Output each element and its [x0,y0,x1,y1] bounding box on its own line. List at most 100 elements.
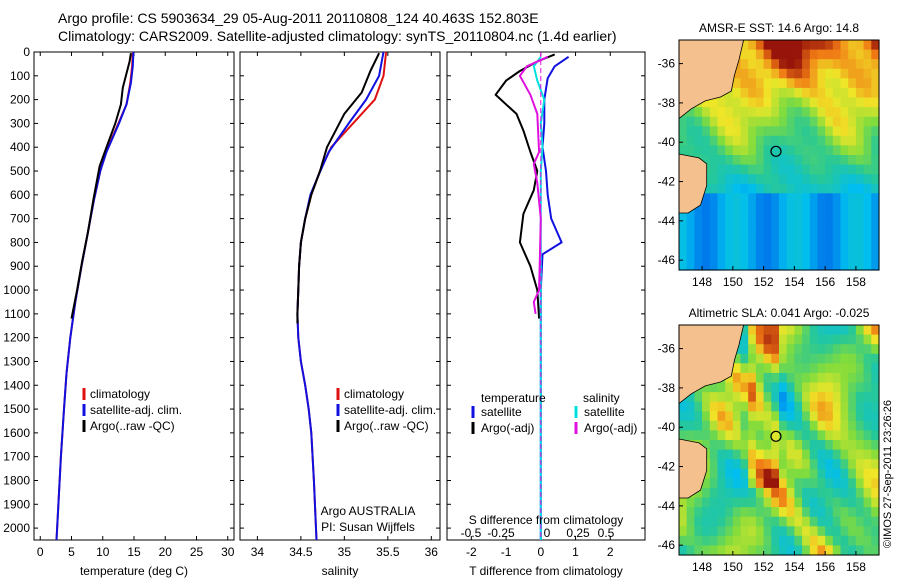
map-ytick-label: -46 [658,253,676,267]
map-cell [840,68,849,79]
map-cell [771,325,780,336]
map-xtick-label: 152 [754,560,774,574]
map-cell [709,497,719,508]
map-cell [802,155,811,166]
map-cell [794,526,803,537]
map-cell [709,97,719,108]
map-cell [825,401,834,412]
map-cell [794,126,803,137]
x-axis-label: temperature (deg C) [80,564,188,578]
map-cell [763,97,772,108]
map-cell [694,202,703,214]
map-cell [709,135,719,146]
map-cell [740,135,749,146]
map-cell [771,363,780,374]
map-cell [732,507,742,518]
map-cell [732,135,742,146]
map-cell [832,325,842,336]
map-cell [848,372,857,384]
map-cell [779,212,788,223]
map-title: AMSR-E SST: 14.6 Argo: 14.8 [699,21,859,35]
map-cell [863,164,872,175]
map-cell [825,116,834,127]
map-cell [794,353,803,364]
map-cell [763,411,772,422]
map-cell [755,40,765,51]
map-cell [732,516,742,527]
map-cell [794,260,803,271]
map-cell [732,183,742,194]
map-cell [855,87,865,99]
map-cell [863,193,872,204]
map-cell [817,59,826,70]
map-cell [740,49,749,60]
map-cell [840,116,849,127]
map-cell [679,241,688,252]
map-cell [825,430,834,441]
map-cell [717,135,726,146]
map-cell [832,449,842,460]
map-cell [848,231,857,242]
map-cell [848,459,857,470]
ytick-label: 300 [10,116,30,130]
map-cell [863,420,872,431]
map-cell [694,430,703,441]
map-cell [694,222,703,233]
map-cell [855,459,865,470]
map-cell [717,516,726,527]
map-cell [732,126,742,137]
legend-entry: climatology [344,387,404,401]
map-cell [725,174,734,185]
map-cell [702,535,711,546]
map-cell [848,382,857,393]
map-cell [709,193,719,204]
legend-heading-temperature: temperature [481,391,546,405]
map-cell [855,212,865,223]
map-cell [763,449,772,460]
map-cell [802,363,811,374]
map-cell [779,183,788,194]
map-cell [863,183,872,194]
map-cell [763,212,772,223]
map-cell [779,135,788,146]
map-cell [709,440,719,451]
map-cell [802,174,811,185]
map-cell [779,497,788,508]
map-cell [679,145,688,156]
map-cell [840,353,849,364]
map-cell [702,145,711,156]
legend-entry: satellite [584,405,625,419]
secondary-xtick-label: 0.5 [598,526,615,540]
map-cell [825,459,834,470]
map-cell [802,59,811,70]
map-cell [809,241,819,252]
map-xtick-label: 152 [754,275,774,289]
map-cell [832,392,842,403]
ytick-label: 1900 [3,497,30,511]
map-cell [755,222,765,233]
map-cell [825,363,834,374]
map-cell [802,212,811,223]
map-cell [855,183,865,194]
map-cell [702,231,711,242]
map-cell [717,107,726,118]
map-cell [817,222,826,233]
map-cell [763,334,772,345]
map-xtick-label: 158 [846,560,866,574]
map-cell [725,526,734,537]
map-cell [709,145,719,156]
map-cell [686,135,695,146]
map-ytick-label: -42 [658,175,676,189]
map-cell [779,78,788,89]
map-cell [855,59,865,70]
map-cell [755,68,765,79]
map-cell [817,382,826,393]
map-cell [755,116,765,127]
map-cell [679,212,688,223]
map-cell [702,107,711,118]
map-cell [871,507,880,518]
map-cell [779,372,788,384]
map-cell [802,353,811,364]
series-line-temperature-satellite [539,55,570,540]
map-cell [763,222,772,233]
